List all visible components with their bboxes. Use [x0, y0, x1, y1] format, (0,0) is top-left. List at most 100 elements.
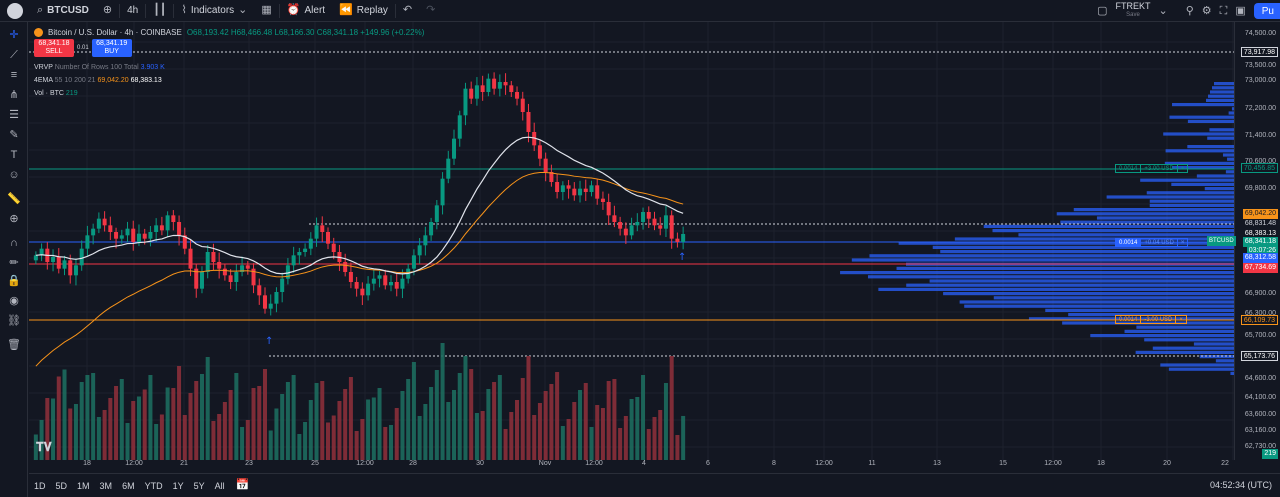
volume-bar	[503, 429, 508, 460]
sell-price: 68,341.18	[38, 40, 70, 47]
order-pnl: +0.04 USD	[1141, 238, 1178, 247]
divider	[119, 3, 121, 18]
chart-type-button[interactable]: ┃┃	[146, 0, 173, 22]
volume-profile-bar	[959, 300, 1234, 304]
range-all[interactable]: All	[214, 480, 225, 491]
range-1d[interactable]: 1D	[34, 480, 46, 491]
undo-button[interactable]: ↶	[396, 0, 419, 22]
fullscreen-icon[interactable]: ⛶	[1219, 4, 1228, 17]
time-axis[interactable]: 18 12:00 21 23 25 12:00 28 30 Nov 12:00 4 6 8 12:00 11…	[29, 460, 1234, 472]
volume-profile-bar	[1171, 166, 1234, 170]
price-chart[interactable]: ↑↑	[29, 22, 1234, 460]
volume-bar	[492, 382, 497, 460]
divider	[145, 3, 147, 18]
symbol-search-button[interactable]: ⌕ BTCUSD	[30, 0, 96, 22]
order-line-lower[interactable]: 0.0014 -3.00 USD ×	[1115, 315, 1187, 324]
range-5d[interactable]: 5D	[55, 480, 68, 491]
candle-body	[612, 215, 617, 222]
volume-bar	[217, 414, 222, 460]
candle-body	[62, 260, 67, 269]
volume-bar	[142, 389, 147, 460]
zoom-in-icon[interactable]: ⊕	[9, 213, 19, 225]
interval-button[interactable]: 4h	[120, 0, 145, 22]
order-line-upper[interactable]: 0.0014 +3.00 USD ×	[1115, 164, 1189, 173]
horizontal-lines-icon[interactable]: ≡	[10, 69, 18, 81]
sell-button[interactable]: 68,341.18 SELL	[34, 39, 74, 57]
candle-body	[268, 303, 273, 309]
calendar-icon[interactable]: 📅	[235, 479, 250, 491]
range-1y[interactable]: 1Y	[172, 480, 184, 491]
chart-pane[interactable]: ↑ ↑	[29, 22, 1234, 460]
lock-drawing-icon[interactable]: ✏	[9, 257, 19, 269]
layouts-button[interactable]: ▦	[254, 0, 278, 22]
close-icon[interactable]: ×	[1176, 315, 1187, 324]
layout-square-icon[interactable]: ▢	[1097, 4, 1108, 17]
candle-body	[114, 232, 119, 239]
indicator-vrvp[interactable]: VRVP Number Of Rows 100 Total 3.903 K	[34, 61, 165, 74]
plus-circle-icon: ⊕	[102, 4, 113, 16]
layout-name-button[interactable]: FTREKT Save	[1116, 2, 1151, 20]
volume-profile-bar	[1187, 145, 1234, 149]
publish-button[interactable]: Pu	[1253, 3, 1280, 19]
text-icon[interactable]: T	[10, 149, 18, 161]
volume-profile-bar	[1215, 359, 1234, 363]
candle-body	[245, 265, 250, 269]
volume-bar	[681, 415, 686, 460]
indicators-button[interactable]: ⌇ Indicators ⌄	[174, 0, 254, 22]
indicator-volume[interactable]: Vol · BTC 219	[34, 87, 165, 100]
candle-body	[308, 238, 313, 249]
brush-icon[interactable]: ✎	[9, 129, 19, 141]
crosshair-icon[interactable]: ✛	[9, 29, 19, 41]
redo-button[interactable]: ↷	[419, 0, 442, 22]
range-3m[interactable]: 3M	[99, 480, 113, 491]
gear-icon[interactable]: ⚙	[1201, 4, 1212, 17]
candle-body	[520, 98, 525, 112]
range-1m[interactable]: 1M	[77, 480, 90, 491]
volume-bar	[612, 379, 617, 460]
volume-bar	[600, 408, 605, 460]
volume-bar	[606, 381, 611, 460]
app-logo[interactable]	[0, 0, 30, 22]
candle-body	[348, 272, 353, 282]
candle-body	[280, 278, 285, 292]
trend-line-icon[interactable]: ⟋	[10, 49, 18, 61]
order-line-mid[interactable]: 0.0014 +0.04 USD ×	[1115, 238, 1189, 247]
volume-bar	[520, 378, 525, 460]
magnet-icon[interactable]: ∩	[10, 237, 18, 249]
trash-icon[interactable]: 🗑	[7, 339, 21, 351]
close-icon[interactable]: ×	[1177, 164, 1189, 173]
fib-icon[interactable]: ☰	[9, 109, 19, 121]
volume-bar	[291, 375, 296, 460]
rewind-icon: ⏪	[339, 4, 353, 16]
ruler-icon[interactable]: 📏	[7, 193, 21, 205]
camera-icon[interactable]: ▣	[1235, 4, 1246, 17]
volume-bar	[377, 388, 382, 460]
volume-profile-bar	[898, 241, 1234, 245]
compare-button[interactable]: ⊕	[96, 0, 119, 22]
candle-body	[171, 215, 176, 222]
lock-icon[interactable]: 🔒	[7, 275, 21, 287]
range-6m[interactable]: 6M	[122, 480, 135, 491]
price-label-current: 68,341.18	[1242, 237, 1278, 247]
buy-button[interactable]: 68,341.19 BUY	[91, 39, 132, 57]
volume-bar	[268, 430, 273, 460]
quick-search-icon[interactable]: ⚲	[1185, 4, 1194, 17]
volume-profile-bar	[929, 279, 1234, 283]
emoji-icon[interactable]: ☺	[8, 169, 20, 181]
range-ytd[interactable]: YTD	[144, 480, 163, 491]
chevron-down-icon[interactable]: ⌄	[1158, 4, 1168, 17]
range-5y[interactable]: 5Y	[193, 480, 205, 491]
candle-body	[331, 243, 336, 252]
utc-clock[interactable]: 04:52:34 (UTC)	[1209, 480, 1272, 490]
replay-button[interactable]: ⏪ Replay	[332, 0, 395, 22]
link-icon[interactable]: ⛓	[7, 315, 21, 327]
close-icon[interactable]: ×	[1177, 238, 1189, 247]
pitchfork-icon[interactable]: ⋔	[9, 89, 19, 101]
indicator-ema[interactable]: 4EMA 55 10 200 21 69,042.20 68,383.13	[34, 74, 165, 87]
volume-bar	[177, 366, 182, 460]
eye-icon[interactable]: ◉	[9, 295, 19, 307]
order-pnl: +3.00 USD	[1141, 164, 1178, 173]
price-tick: 69,800.00	[1244, 185, 1276, 192]
alert-button[interactable]: ⏰ Alert	[280, 0, 332, 22]
volume-profile-bar	[1171, 182, 1234, 186]
